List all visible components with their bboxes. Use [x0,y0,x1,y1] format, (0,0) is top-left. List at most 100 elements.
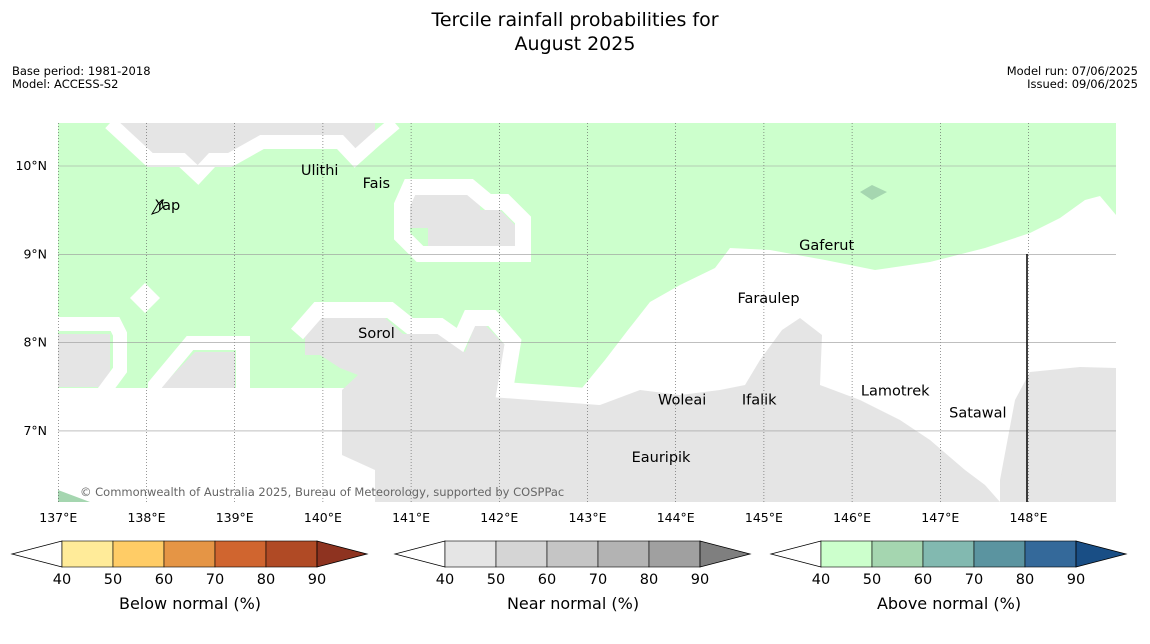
near-normal-region-southeast [1040,470,1075,502]
colorbar-label-above: Above normal (%) [876,594,1022,613]
colorbar-tick-label: 90 [1067,572,1085,588]
colorbar-segment [214,540,267,568]
colorbar-segment [1024,540,1077,568]
meta-left: Base period: 1981-2018 Model: ACCESS-S2 [12,65,151,91]
title-line-2: August 2025 [514,33,636,55]
lat-tick-label: 7°N [23,423,47,438]
colorbar-extend-high [699,540,752,568]
colorbar-label-below: Below normal (%) [118,594,262,613]
model-run: Model run: 07/06/2025 [1006,64,1138,78]
lat-tick-label: 9°N [23,246,47,261]
lon-tick-label: 144°E [657,510,695,525]
lon-tick-label: 145°E [745,510,783,525]
colorbar-tick-label: 50 [487,572,505,588]
issued-date: Issued: 09/06/2025 [1027,77,1138,91]
colorbar-segment [495,540,548,568]
near-normal-halo-top [105,123,400,185]
place-label: Woleai [658,392,706,408]
near-normal-halo-left [58,317,127,404]
colorbar-tick-label: 70 [206,572,224,588]
near-normal-region-left [58,334,110,387]
colorbar: 40 50 60 70 80 90 [10,540,369,588]
near-normal-region-south [305,318,1000,502]
place-label: Eauripik [632,450,691,466]
place-label: Ulithi [301,163,339,179]
colorbar-tick-label: 60 [538,572,556,588]
colorbar-extend-high [1075,540,1128,568]
place-label: Yap [154,198,180,214]
colorbar-segment [265,540,318,568]
colorbar: 40 50 60 70 80 90 [769,540,1128,588]
above-normal-spot-corner [58,490,90,502]
colorbar-tick-label: 60 [155,572,173,588]
colorbar-tick-label: 60 [914,572,932,588]
lat-tick-label: 10°N [15,158,47,173]
colorbar-extend-low [393,540,446,568]
axis-ticks: 137°E 138°E 139°E 140°E 141°E 142°E 143°E 144°E… [15,158,1047,525]
colorbar-segment [648,540,701,568]
base-period: Base period: 1981-2018 [12,64,151,78]
colorbar-tick-label: 40 [812,572,830,588]
lon-tick-label: 138°E [127,510,165,525]
colorbar-tick-label: 40 [436,572,454,588]
above-normal-spot [860,185,887,200]
colorbar-segment [597,540,650,568]
colorbar-tick-label: 90 [691,572,709,588]
place-label: Gaferut [799,238,854,254]
colorbar-extend-low [10,540,63,568]
near-normal-spot [550,469,590,482]
title-line-1: Tercile rainfall probabilities for [431,9,719,31]
place-labels: Ulithi Fais Yap Gaferut Faraulep Sorol Lamotre… [154,163,1006,466]
gridlines [58,123,1116,502]
colorbar-extend-low [769,540,822,568]
near-normal-region-mid [160,352,235,388]
near-normal-region-east [1000,367,1116,502]
yap-island [150,198,164,215]
lat-tick-label: 8°N [23,335,47,350]
colorbar-extend-high [316,540,369,568]
copyright-text: © Commonwealth of Australia 2025, Bureau… [80,485,564,499]
colorbar-tick-label: 70 [965,572,983,588]
map-title: Tercile rainfall probabilities for Augus… [0,8,1150,56]
colorbar-segment [973,540,1026,568]
place-label: Satawal [949,406,1006,422]
colorbar-tick-label: 80 [1016,572,1034,588]
colorbar-segment [444,540,497,568]
colorbar-segment [922,540,975,568]
lon-tick-label: 146°E [833,510,871,525]
model-name: Model: ACCESS-S2 [12,77,119,91]
map-area: Ulithi Fais Yap Gaferut Faraulep Sorol Lamotre… [58,123,1116,502]
colorbar-segment [112,540,165,568]
near-normal-halo-south [290,302,601,405]
colorbar-tick-label: 50 [863,572,881,588]
near-normal-region-fais [410,195,515,246]
place-label: Sorol [358,326,395,342]
colorbar-tick-label: 50 [104,572,122,588]
lon-tick-label: 147°E [921,510,959,525]
colorbar-segment [61,540,114,568]
colorbar-segment [546,540,599,568]
near-normal-halo-fais [394,179,531,262]
near-normal-halo-mid [148,336,250,403]
colorbar-segment [871,540,924,568]
colorbar: 40 50 60 70 80 90 [393,540,752,588]
lon-tick-label: 139°E [216,510,254,525]
lon-tick-label: 140°E [304,510,342,525]
place-label: Fais [363,176,390,192]
lon-tick-label: 137°E [39,510,77,525]
colorbar-tick-label: 40 [53,572,71,588]
lon-tick-label: 141°E [392,510,430,525]
colorbar-tick-label: 80 [257,572,275,588]
colorbars: 40 50 60 70 80 90 40 50 60 70 80 90 40 50 60 70 80 90 [10,540,1128,588]
place-label: Ifalik [742,392,777,408]
lon-tick-label: 143°E [568,510,606,525]
colorbar-tick-label: 70 [589,572,607,588]
colorbar-segment [163,540,216,568]
white-diamond [130,283,160,313]
place-label: Faraulep [737,291,799,307]
meta-right: Model run: 07/06/2025 Issued: 09/06/2025 [1007,65,1138,91]
colorbar-tick-label: 80 [640,572,658,588]
colorbar-label-near: Near normal (%) [506,594,640,613]
colorbar-tick-label: 90 [308,572,326,588]
